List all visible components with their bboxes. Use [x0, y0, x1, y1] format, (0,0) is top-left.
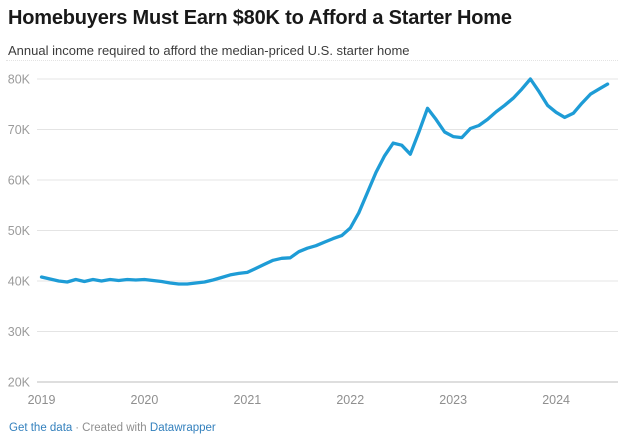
x-tick-label: 2021 [233, 393, 261, 407]
y-tick-label: 20K [8, 376, 31, 390]
x-tick-label: 2020 [131, 393, 159, 407]
footer-separator: · [75, 422, 80, 434]
x-tick-label: 2022 [336, 393, 364, 407]
chart-subtitle: Annual income required to afford the med… [8, 43, 410, 58]
y-tick-label: 80K [8, 73, 31, 87]
y-tick-label: 50K [8, 224, 31, 238]
chart-title: Homebuyers Must Earn $80K to Afford a St… [8, 7, 512, 29]
y-tick-label: 40K [8, 275, 31, 289]
created-with-text: Created with [82, 422, 147, 434]
chart-footer: Get the data · Created with Datawrapper [9, 422, 216, 434]
y-tick-label: 70K [8, 123, 31, 137]
x-tick-label: 2024 [542, 393, 570, 407]
header-divider [6, 60, 618, 61]
get-the-data-link[interactable]: Get the data [9, 422, 73, 434]
y-tick-label: 60K [8, 174, 31, 188]
income-required-series [39, 77, 610, 286]
x-tick-label: 2023 [439, 393, 467, 407]
datawrapper-link[interactable]: Datawrapper [149, 422, 216, 434]
y-tick-label: 30K [8, 325, 31, 339]
x-tick-label: 2019 [28, 393, 56, 407]
